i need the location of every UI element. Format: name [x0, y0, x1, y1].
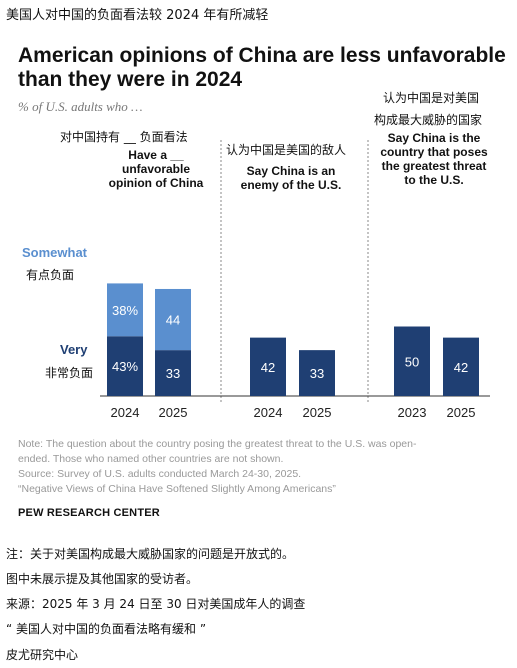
note-cn-line: “ 美国人对中国的负面看法略有缓和 ”	[6, 622, 207, 636]
panel1-heading: Have a __ unfavorable opinion of China	[100, 148, 212, 190]
bar-value	[299, 350, 335, 396]
panel3-heading-cn-line2: 构成最大威胁的国家	[374, 113, 483, 127]
bar-data-label: 44	[166, 313, 180, 328]
header-chinese-title: 美国人对中国的负面看法较 2024 年有所减轻	[6, 8, 269, 23]
legend-somewhat-cn: 有点负面	[26, 268, 75, 282]
note-cn-line: 皮尤研究中心	[6, 648, 79, 662]
chart-notes: Note: The question about the country pos…	[18, 437, 498, 497]
bar-data-label: 43%	[112, 359, 138, 374]
legend-very: Very	[60, 342, 88, 357]
bar-very	[155, 350, 191, 396]
bar-data-label: 42	[454, 360, 468, 375]
bar-data-label: 42	[261, 360, 275, 375]
x-tick-label: 2024	[254, 405, 283, 420]
panel1-heading-line: unfavorable	[121, 162, 190, 176]
bar-very	[107, 336, 143, 396]
bar-value	[443, 337, 479, 396]
bar-data-label: 50	[405, 354, 419, 369]
panel3-heading-line: Say China is the	[387, 131, 481, 145]
bar-data-label: 38%	[112, 303, 138, 318]
panel3-heading-line: country that poses	[380, 145, 488, 159]
source-organization: PEW RESEARCH CENTER	[18, 507, 160, 519]
panel2-heading-line: enemy of the U.S.	[240, 178, 342, 192]
panel2-heading-line: Say China is an	[246, 164, 336, 178]
panel1-heading-cn: 对中国持有 __ 负面看法	[60, 130, 188, 144]
bar-somewhat	[107, 283, 143, 337]
panel3-heading-cn-line1: 认为中国是对美国	[383, 91, 480, 105]
bar-value	[394, 326, 430, 396]
chart-area: 43% 38% 2024 33 44 2025 42 2024 33 2025 50 2023 42 20…	[100, 140, 490, 420]
panel1-heading-line: opinion of China	[108, 176, 204, 190]
note-line: ended. Those who named other countries a…	[18, 453, 284, 465]
x-tick-label: 2025	[447, 405, 476, 420]
panel3-heading-line: the greatest threat	[381, 159, 487, 173]
x-tick-label: 2025	[303, 405, 332, 420]
x-tick-label: 2023	[398, 405, 427, 420]
panel3-heading-line: to the U.S.	[404, 173, 464, 187]
note-line: Note: The question about the country pos…	[18, 438, 417, 450]
note-cn-line: 注：关于对美国构成最大威胁国家的问题是开放式的。	[6, 547, 295, 561]
panel2-heading: Say China is an enemy of the U.S.	[226, 164, 356, 192]
chart-title: American opinions of China are less unfa…	[18, 44, 506, 91]
panel2-heading-cn: 认为中国是美国的敌人	[226, 143, 347, 157]
panel1-heading-line: Have a __	[128, 148, 184, 162]
x-tick-label: 2025	[159, 405, 188, 420]
note-line: Source: Survey of U.S. adults conducted …	[18, 468, 302, 480]
chart-subtitle: % of U.S. adults who …	[18, 99, 143, 114]
panel3-heading: Say China is the country that poses the …	[368, 131, 500, 187]
note-line: “Negative Views of China Have Softened S…	[18, 483, 336, 495]
legend-very-cn: 非常负面	[45, 366, 94, 380]
note-cn-line: 图中未展示提及其他国家的受访者。	[6, 572, 199, 586]
legend-somewhat: Somewhat	[22, 245, 88, 260]
bar-somewhat	[155, 288, 191, 351]
bar-value	[250, 337, 286, 396]
bar-data-label: 33	[310, 366, 324, 381]
note-cn-line: 来源：2025 年 3 月 24 日至 30 日对美国成年人的调查	[6, 597, 306, 611]
x-tick-label: 2024	[111, 405, 140, 420]
bar-data-label: 33	[166, 366, 180, 381]
